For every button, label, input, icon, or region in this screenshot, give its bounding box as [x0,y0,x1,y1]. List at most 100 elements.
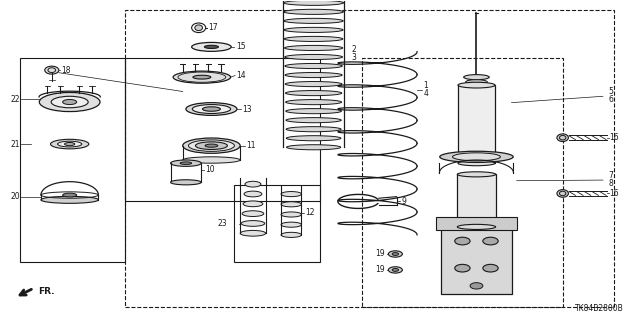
Circle shape [455,264,470,272]
FancyBboxPatch shape [458,85,495,163]
Ellipse shape [182,138,240,153]
Ellipse shape [284,9,344,14]
Ellipse shape [244,191,262,197]
Ellipse shape [240,230,266,236]
Text: 15: 15 [236,42,245,52]
Text: 3: 3 [351,53,356,62]
Text: 7: 7 [608,172,613,180]
Text: 16: 16 [609,189,619,198]
Ellipse shape [193,75,211,79]
Ellipse shape [284,27,343,32]
Ellipse shape [63,193,77,197]
Circle shape [455,237,470,245]
Ellipse shape [41,196,99,203]
Ellipse shape [192,105,230,114]
Ellipse shape [285,100,342,105]
Ellipse shape [388,267,403,273]
Text: 13: 13 [242,105,252,114]
Ellipse shape [58,141,82,147]
Text: 1: 1 [424,81,428,90]
Ellipse shape [242,211,264,217]
Ellipse shape [281,202,301,207]
Ellipse shape [392,252,399,255]
Text: TK84B2800B: TK84B2800B [575,304,623,313]
Ellipse shape [285,54,342,60]
Ellipse shape [458,161,495,166]
Text: 19: 19 [376,250,385,259]
Ellipse shape [392,268,399,271]
Text: 10: 10 [205,165,214,174]
Ellipse shape [285,63,342,68]
Ellipse shape [458,224,495,229]
Text: 6: 6 [608,95,613,104]
Text: 20: 20 [10,192,20,201]
Circle shape [470,283,483,289]
Text: 22: 22 [10,95,20,104]
Text: FR.: FR. [38,287,54,296]
Ellipse shape [557,134,568,141]
Ellipse shape [281,192,301,197]
Text: 21: 21 [10,140,20,148]
Ellipse shape [466,80,487,84]
Ellipse shape [65,142,75,146]
Ellipse shape [45,66,59,74]
Ellipse shape [286,136,341,141]
Ellipse shape [452,153,500,161]
Ellipse shape [195,142,227,149]
Text: 14: 14 [236,71,246,80]
Ellipse shape [281,232,301,237]
Text: 4: 4 [424,89,428,98]
Ellipse shape [286,118,341,123]
Ellipse shape [171,160,201,166]
Ellipse shape [281,222,301,227]
Ellipse shape [284,18,343,23]
Text: 16: 16 [609,133,619,142]
Ellipse shape [440,151,513,162]
Ellipse shape [388,251,403,257]
Ellipse shape [173,71,230,83]
Ellipse shape [191,43,231,51]
Ellipse shape [458,172,495,177]
Ellipse shape [243,201,263,207]
FancyBboxPatch shape [458,174,495,227]
Ellipse shape [186,103,237,116]
Ellipse shape [180,162,191,164]
Ellipse shape [63,100,77,105]
Ellipse shape [287,145,340,150]
Ellipse shape [285,73,342,77]
Ellipse shape [195,25,202,31]
Circle shape [483,264,498,272]
Ellipse shape [285,82,342,87]
Ellipse shape [286,127,341,132]
Ellipse shape [171,180,201,185]
Ellipse shape [286,108,342,114]
Ellipse shape [39,92,100,112]
Text: 18: 18 [61,66,70,75]
Ellipse shape [241,220,265,226]
Ellipse shape [557,190,568,197]
Text: 8: 8 [608,180,613,188]
Text: 23: 23 [218,219,227,228]
Circle shape [483,237,498,245]
Text: 2: 2 [351,45,356,54]
Ellipse shape [188,140,234,151]
Ellipse shape [284,36,343,42]
Ellipse shape [182,157,240,163]
Text: 11: 11 [246,141,255,150]
Ellipse shape [458,82,495,88]
Ellipse shape [464,75,489,80]
Ellipse shape [202,107,220,111]
Ellipse shape [285,91,342,96]
Ellipse shape [285,45,342,51]
Ellipse shape [245,181,261,187]
Ellipse shape [281,212,301,217]
Ellipse shape [51,96,88,108]
Text: 19: 19 [376,265,385,275]
Text: 12: 12 [305,208,315,217]
Ellipse shape [284,0,344,5]
Text: 17: 17 [208,23,218,32]
Ellipse shape [205,144,218,147]
FancyBboxPatch shape [436,217,516,230]
FancyBboxPatch shape [442,220,511,294]
Ellipse shape [204,45,218,49]
